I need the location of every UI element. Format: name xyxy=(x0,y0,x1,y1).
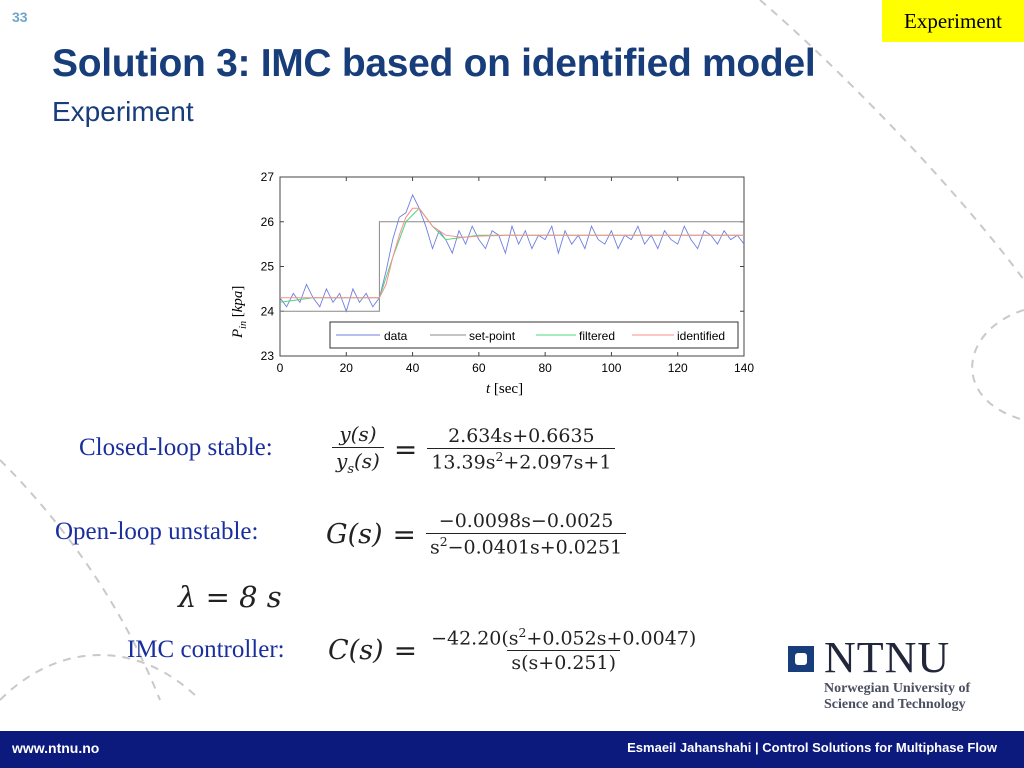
open-loop-label: Open-loop unstable: xyxy=(55,518,259,545)
closed-loop-numerator: 2.634s+0.6635 xyxy=(448,425,595,448)
chart-tick-labels: 0 20 40 60 80 100 120 140 23 24 25 26 27 xyxy=(261,170,755,375)
open-loop-denominator: s2−0.0401s+0.0251 xyxy=(425,533,627,558)
footer-url-link[interactable]: www.ntnu.no xyxy=(12,740,100,756)
legend-label-identified: identified xyxy=(677,329,725,343)
ntnu-logo-line2: Science and Technology xyxy=(824,697,966,712)
imc-lhs: C(s) xyxy=(328,634,384,666)
chart-legend: data set-point filtered identified xyxy=(329,321,739,349)
open-loop-lhs: G(s) xyxy=(326,518,383,550)
lambda-equation: λ = 8 s xyxy=(178,580,282,614)
y-tick-label: 26 xyxy=(261,215,275,229)
closed-loop-equals: = xyxy=(393,433,418,466)
open-loop-equation: G(s) = −0.0098s−0.0025 s2−0.0401s+0.0251 xyxy=(326,510,627,558)
x-tick-label: 140 xyxy=(734,361,754,375)
section-tag: Experiment xyxy=(882,0,1024,42)
slide-number: 33 xyxy=(12,9,28,25)
y-axis-label: Pin [kpa] xyxy=(230,286,249,339)
x-axis-label: t [sec] xyxy=(486,381,523,397)
y-tick-label: 25 xyxy=(261,260,275,274)
legend-label-data: data xyxy=(384,329,408,343)
x-tick-label: 120 xyxy=(668,361,688,375)
slide-subtitle: Experiment xyxy=(52,96,194,127)
series-line-filtered xyxy=(279,207,744,303)
series-line-identified xyxy=(280,207,744,299)
open-loop-equals: = xyxy=(392,517,416,551)
y-tick-label: 27 xyxy=(261,170,275,184)
ntnu-logo-word: NTNU xyxy=(824,633,951,682)
imc-equals: = xyxy=(393,633,418,667)
y-tick-label: 24 xyxy=(261,304,275,318)
x-tick-label: 60 xyxy=(472,361,486,375)
closed-loop-label: Closed-loop stable: xyxy=(79,434,273,461)
imc-controller-equation: C(s) = −42.20(s2+0.052s+0.0047) s(s+0.25… xyxy=(328,626,700,674)
open-loop-numerator: −0.0098s−0.0025 xyxy=(438,510,614,532)
ntnu-logo-line1: Norwegian University of xyxy=(824,681,971,696)
chart-series xyxy=(279,193,745,313)
legend-label-set-point: set-point xyxy=(469,329,516,343)
closed-loop-lhs-numerator: y(s) xyxy=(339,422,377,446)
closed-loop-denominator: 13.39s2+2.097s+1 xyxy=(427,448,616,474)
x-tick-label: 40 xyxy=(406,361,420,375)
x-tick-label: 80 xyxy=(538,361,552,375)
series-line-data xyxy=(279,193,745,313)
slide-title: Solution 3: IMC based on identified mode… xyxy=(52,42,816,85)
ntnu-logo-icon xyxy=(788,646,814,672)
footer-bar: www.ntnu.no Esmaeil Jahanshahi | Control… xyxy=(0,731,1024,768)
closed-loop-lhs-denominator: ys(s) xyxy=(332,447,384,477)
imc-controller-label: IMC controller: xyxy=(127,636,285,663)
y-tick-label: 23 xyxy=(261,349,275,363)
x-tick-label: 20 xyxy=(340,361,354,375)
closed-loop-equation: y(s) ys(s) = 2.634s+0.6635 13.39s2+2.097… xyxy=(332,422,616,477)
series-line-set-point xyxy=(280,221,744,312)
imc-numerator: −42.20(s2+0.052s+0.0047) xyxy=(431,626,697,650)
footer-credit: Esmaeil Jahanshahi | Control Solutions f… xyxy=(627,740,997,755)
x-tick-label: 100 xyxy=(601,361,621,375)
legend-label-filtered: filtered xyxy=(579,329,615,343)
imc-denominator: s(s+0.251) xyxy=(507,650,620,674)
pressure-response-chart: 0 20 40 60 80 100 120 140 23 24 25 26 27 Pin [kpa] t… xyxy=(230,170,755,397)
x-tick-label: 0 xyxy=(277,361,284,375)
